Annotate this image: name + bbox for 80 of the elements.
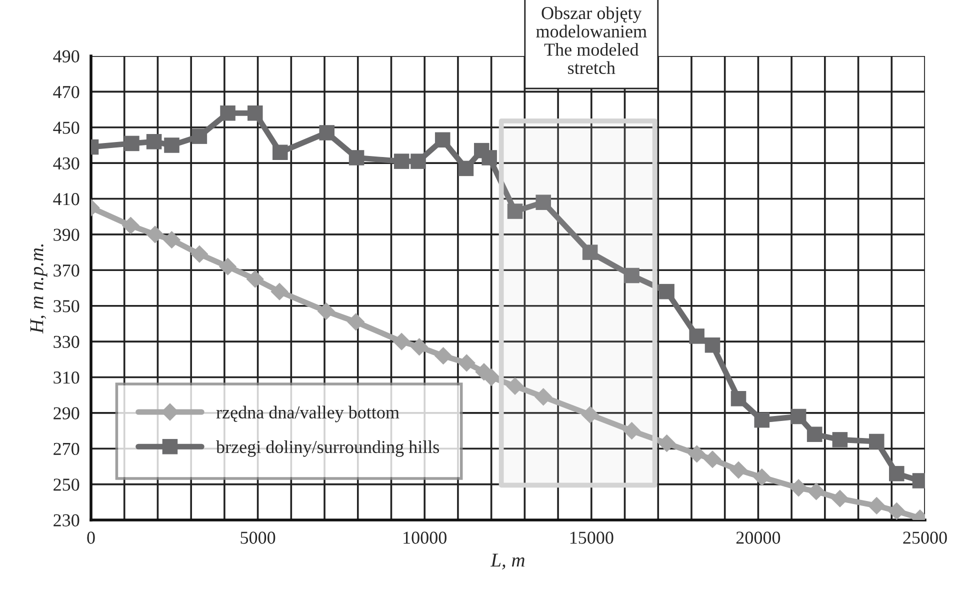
y-tick-label: 370 (54, 264, 80, 277)
point (218, 258, 237, 276)
x-tick-label: 15000 (570, 532, 614, 544)
point (868, 434, 884, 450)
point (704, 337, 720, 353)
point (689, 328, 704, 344)
point (434, 346, 452, 365)
point (622, 422, 641, 440)
point (832, 432, 848, 448)
point (659, 284, 674, 300)
point (317, 302, 336, 320)
x-axis-title: L, m (490, 554, 524, 570)
point (624, 268, 640, 284)
point (807, 482, 826, 500)
point (582, 244, 598, 260)
point (790, 479, 808, 497)
point (247, 105, 263, 121)
y-tick-label: 310 (54, 371, 80, 384)
point (122, 216, 140, 234)
point (534, 388, 552, 406)
point (536, 194, 551, 210)
point (270, 282, 288, 300)
point (162, 230, 181, 249)
point (124, 136, 140, 152)
band-label: Obszar objęty modelowaniem The modeled stretch (536, 6, 647, 74)
point (889, 466, 904, 482)
point (434, 132, 450, 148)
point (246, 270, 264, 288)
y-tick-label: 250 (54, 478, 80, 491)
y-tick-label: 290 (54, 407, 80, 420)
y-tick-label: 350 (54, 300, 80, 312)
point (410, 338, 428, 356)
point (888, 502, 906, 520)
point (688, 445, 706, 463)
legend-label: brzegi doliny/surrounding hills (216, 440, 440, 457)
point (164, 138, 180, 153)
point (146, 134, 162, 150)
point (831, 490, 849, 508)
y-tick-label: 410 (53, 193, 80, 206)
x-tick-label: 0 (87, 532, 95, 544)
point (272, 144, 288, 160)
point (392, 332, 410, 350)
point (730, 461, 748, 479)
point (506, 377, 524, 395)
point (458, 354, 476, 372)
point (754, 412, 770, 428)
y-tick-label: 470 (53, 86, 80, 98)
point (704, 450, 722, 468)
point (394, 154, 410, 169)
point (507, 204, 523, 219)
point (220, 105, 236, 121)
y-tick-label: 450 (53, 122, 80, 134)
point (790, 408, 806, 424)
point (192, 128, 208, 144)
point (581, 406, 599, 424)
y-tick-label: 330 (54, 336, 80, 348)
point (482, 150, 497, 166)
point (730, 391, 746, 406)
x-tick-label: 5000 (240, 532, 276, 544)
point (190, 245, 208, 263)
x-tick-label: 10000 (404, 532, 446, 544)
x-tick-label: 20000 (736, 532, 780, 544)
point (146, 226, 164, 244)
x-tick-label: 25000 (903, 532, 947, 544)
point (658, 434, 676, 452)
y-axis-title: H, m n.p.m. (30, 244, 48, 334)
point (868, 496, 886, 515)
point (753, 468, 771, 486)
legend-label: rzędna dna/valley bottom (216, 406, 400, 422)
y-tick-label: 230 (54, 514, 80, 526)
y-tick-label: 390 (54, 228, 80, 241)
point (347, 313, 365, 331)
y-tick-label: 430 (53, 157, 80, 170)
y-tick-label: 270 (54, 442, 80, 456)
point (806, 426, 822, 442)
point (458, 160, 474, 176)
point (319, 125, 334, 140)
y-tick-label: 490 (53, 50, 80, 62)
point (348, 150, 364, 166)
point (410, 154, 426, 169)
